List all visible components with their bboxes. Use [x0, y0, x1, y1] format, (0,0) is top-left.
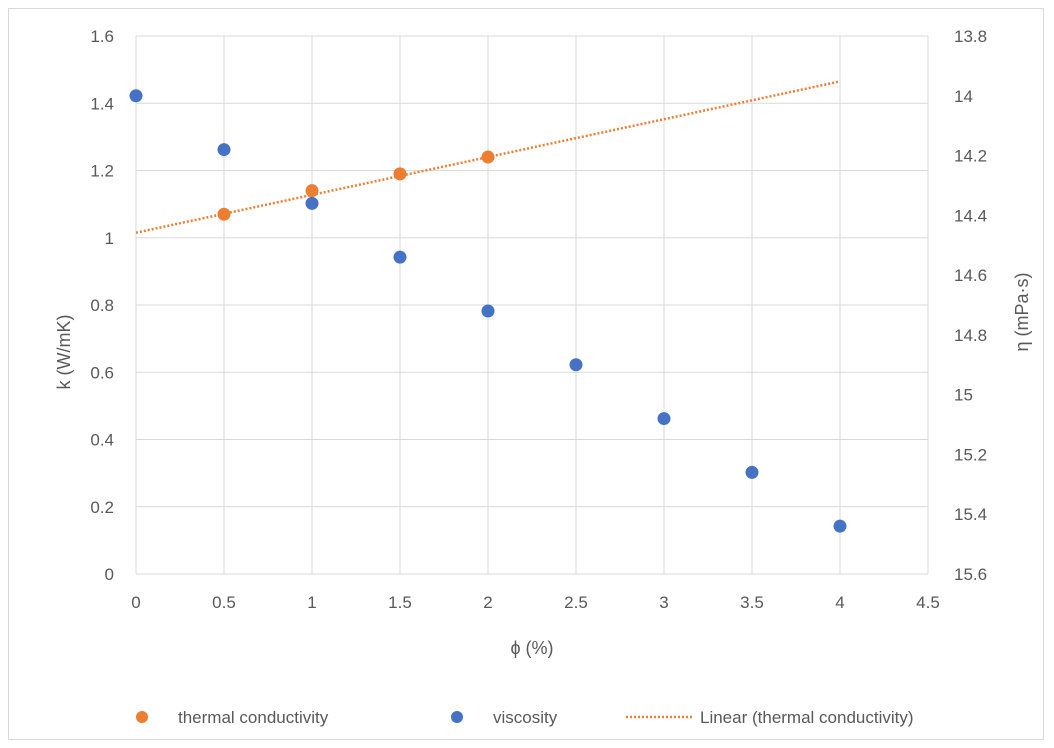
left-tick-label: 0.4	[90, 431, 114, 450]
right-tick-label: 14.2	[954, 147, 987, 166]
x-axis-title: ϕ (%)	[510, 638, 553, 658]
viscosity-point	[217, 143, 231, 157]
viscosity-point	[305, 196, 319, 210]
tick-labels: 0 0.5 1 1.5 2 2.5 3 3.5 4 4.5 0 0.2 0.4 0.6 0.8 1 1.2 1.4…	[90, 27, 987, 612]
viscosity-point	[481, 304, 495, 318]
left-tick-label: 1.4	[90, 94, 114, 113]
x-tick-label: 1.5	[388, 593, 412, 612]
chart-frame	[8, 8, 1044, 740]
right-tick-label: 14.4	[954, 206, 987, 225]
x-tick-label: 3.5	[740, 593, 764, 612]
legend-thermal-label: thermal conductivity	[178, 708, 329, 727]
thermal-conductivity-point	[305, 184, 319, 198]
viscosity-point	[129, 89, 143, 103]
legend: thermal conductivity viscosity Linear (t…	[136, 708, 914, 727]
left-tick-label: 0.6	[90, 363, 114, 382]
x-tick-label: 2	[483, 593, 492, 612]
left-tick-label: 1	[105, 229, 114, 248]
right-tick-label: 13.8	[954, 27, 987, 46]
left-tick-label: 1.6	[90, 27, 114, 46]
thermal-conductivity-point	[393, 167, 407, 181]
right-tick-label: 15	[954, 386, 973, 405]
x-tick-label: 3	[659, 593, 668, 612]
legend-viscosity-label: viscosity	[493, 708, 558, 727]
x-tick-label: 4.5	[916, 593, 940, 612]
thermal-conductivity-point	[217, 207, 231, 221]
left-tick-label: 0	[105, 565, 114, 584]
x-tick-label: 4	[835, 593, 844, 612]
left-tick-label: 0.2	[90, 498, 114, 517]
thermal-conductivity-point	[481, 150, 495, 164]
right-tick-label: 15.4	[954, 505, 987, 524]
legend-trendline-label: Linear (thermal conductivity)	[700, 708, 914, 727]
x-tick-label: 2.5	[564, 593, 588, 612]
viscosity-point	[833, 519, 847, 533]
right-tick-label: 14	[954, 87, 973, 106]
x-tick-label: 0	[131, 593, 140, 612]
right-tick-label: 15.6	[954, 565, 987, 584]
x-tick-label: 0.5	[212, 593, 236, 612]
data-points	[129, 89, 847, 533]
right-axis-title: η (mPa·s)	[1012, 272, 1032, 351]
legend-thermal-marker	[136, 711, 148, 723]
right-tick-label: 14.8	[954, 326, 987, 345]
left-axis-title: k (W/mK)	[54, 315, 74, 390]
viscosity-point	[657, 412, 671, 426]
gridlines	[135, 35, 929, 575]
left-tick-label: 0.8	[90, 296, 114, 315]
viscosity-point	[393, 250, 407, 264]
legend-viscosity-marker	[451, 711, 463, 723]
right-tick-label: 14.6	[954, 266, 987, 285]
x-tick-label: 1	[307, 593, 316, 612]
right-tick-label: 15.2	[954, 445, 987, 464]
viscosity-point	[569, 358, 583, 372]
viscosity-point	[745, 465, 759, 479]
left-tick-label: 1.2	[90, 162, 114, 181]
